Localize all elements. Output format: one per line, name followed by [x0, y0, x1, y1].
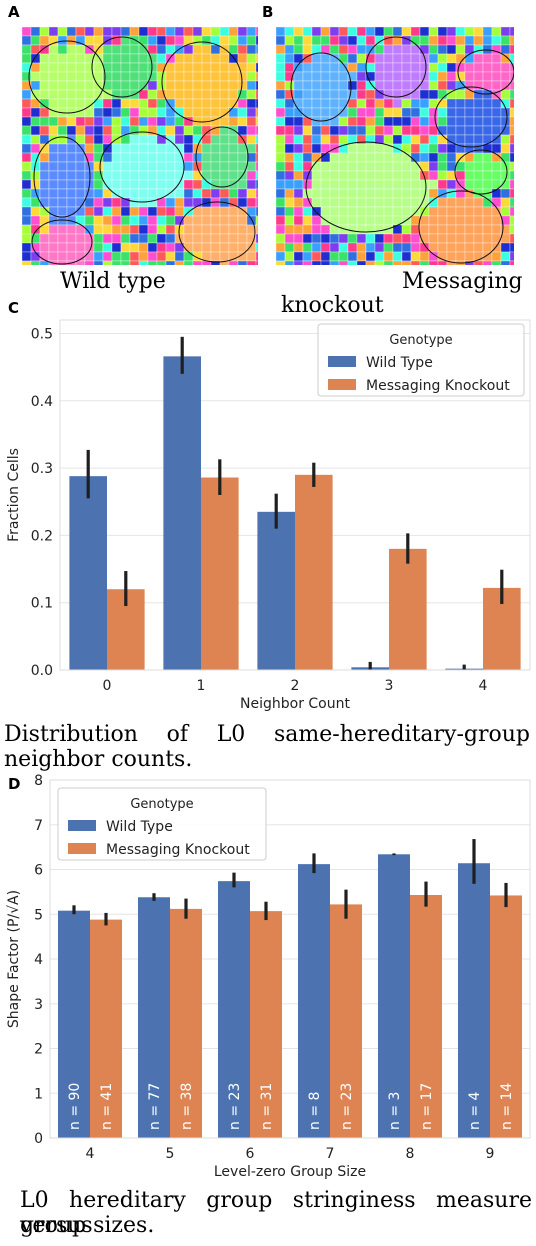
- legend-entry: Wild Type: [366, 355, 433, 371]
- bar-knockout-3: [389, 548, 427, 670]
- x-tick-label: 0: [103, 678, 112, 694]
- sample-size-label: n = 4: [467, 1091, 483, 1130]
- y-tick-label: 5: [34, 907, 43, 923]
- caption-knockout: knockout: [281, 293, 384, 318]
- sample-size-label: n = 3: [387, 1092, 403, 1130]
- x-axis-label: Neighbor Count: [240, 696, 350, 712]
- bar-wild-type-4: [58, 910, 90, 1138]
- x-tick-label: 4: [86, 1146, 95, 1162]
- x-tick-label: 3: [385, 678, 394, 694]
- sample-size-label: n = 23: [339, 1083, 355, 1130]
- y-tick-label: 4: [34, 952, 43, 968]
- legend-entry: Messaging Knockout: [106, 842, 250, 858]
- sample-size-label: n = 14: [499, 1083, 515, 1130]
- y-tick-label: 0.1: [31, 596, 53, 612]
- sample-size-label: n = 41: [99, 1083, 115, 1130]
- legend-swatch: [328, 356, 356, 367]
- shape-factor-bar-chart: 0 1 2 3 4 5 6 7 8 n = 90 n = 77 n = 23 n = 8 n = 3 n =…: [6, 774, 531, 1180]
- caption-c-line2: neighbor counts.: [4, 747, 193, 772]
- bar-wild-type-8: [378, 854, 410, 1138]
- caption-messaging: Messaging: [402, 269, 523, 294]
- legend-box: [57, 787, 267, 861]
- knockout-cell-mosaic-image: [276, 27, 514, 265]
- bar-wild-type-7: [298, 864, 330, 1138]
- x-tick-label: 1: [197, 678, 206, 694]
- bar-wild-type-2: [257, 511, 295, 670]
- sample-size-label: n = 31: [259, 1083, 275, 1130]
- bar-knockout-9: [490, 895, 522, 1138]
- legend-entry: Messaging Knockout: [366, 378, 510, 394]
- sample-size-label: n = 8: [307, 1092, 323, 1130]
- panel-label-a: A: [8, 3, 20, 21]
- y-axis-label: Shape Factor (P/√A): [6, 890, 22, 1028]
- y-tick-label: 8: [34, 774, 43, 789]
- x-tick-label: 5: [166, 1146, 175, 1162]
- wild-type-cell-mosaic-image: [22, 27, 258, 265]
- y-tick-label: 7: [34, 818, 43, 834]
- legend-swatch: [68, 820, 96, 831]
- caption-d-line1: L0 hereditary group stringiness measure …: [20, 1188, 532, 1238]
- x-tick-label: 8: [406, 1146, 415, 1162]
- sample-size-label: n = 38: [179, 1083, 195, 1130]
- x-axis-label: Level-zero Group Size: [214, 1164, 366, 1180]
- y-tick-label: 6: [34, 863, 43, 879]
- legend-entry: Wild Type: [106, 819, 173, 835]
- y-tick-label: 0.4: [31, 394, 53, 410]
- y-tick-label: 0.2: [31, 528, 53, 544]
- bar-knockout-7: [330, 904, 362, 1138]
- y-tick-label: 1: [34, 1086, 43, 1102]
- panel-label-c: C: [8, 299, 20, 317]
- bar-knockout-1: [201, 477, 239, 670]
- x-tick-label: 2: [291, 678, 300, 694]
- y-tick-label: 3: [34, 997, 43, 1013]
- bar-knockout-2: [295, 474, 333, 670]
- legend-box: [317, 323, 525, 397]
- y-tick-label: 2: [34, 1042, 43, 1058]
- x-tick-label: 6: [246, 1146, 255, 1162]
- bar-wild-type-0: [69, 476, 107, 670]
- bar-wild-type-5: [138, 897, 170, 1138]
- bar-knockout-8: [410, 895, 442, 1138]
- caption-wild-type: Wild type: [60, 269, 166, 294]
- y-tick-label: 0.3: [31, 461, 53, 477]
- bar-wild-type-9: [458, 863, 490, 1138]
- sample-size-label: n = 23: [227, 1083, 243, 1130]
- bar-knockout-6: [250, 911, 282, 1138]
- y-tick-label: 0.0: [31, 663, 53, 679]
- bar-knockout-4: [90, 919, 122, 1138]
- x-tick-label: 9: [486, 1146, 495, 1162]
- y-tick-label: 0: [34, 1131, 43, 1147]
- legend-title: Genotype: [130, 797, 193, 812]
- y-axis-label: Fraction Cells: [6, 448, 22, 542]
- legend-title: Genotype: [389, 333, 452, 348]
- panel-label-b: B: [262, 3, 274, 21]
- panel-label-d: D: [8, 775, 21, 793]
- caption-d-line2: group sizes.: [20, 1213, 155, 1238]
- sample-size-label: n = 77: [147, 1083, 163, 1130]
- bar-wild-type-6: [218, 881, 250, 1138]
- y-tick-label: 0.5: [31, 326, 53, 342]
- legend-swatch: [68, 843, 96, 854]
- caption-c-line1: Distribution of L0 same-hereditary-group: [4, 722, 530, 747]
- sample-size-label: n = 90: [67, 1083, 83, 1130]
- bar-knockout-5: [170, 908, 202, 1138]
- x-tick-label: 7: [326, 1146, 335, 1162]
- sample-size-label: n = 17: [419, 1083, 435, 1130]
- bar-wild-type-1: [163, 356, 201, 670]
- x-tick-label: 4: [479, 678, 488, 694]
- neighbor-count-bar-chart: 0.0 0.1 0.2 0.3 0.4 0.5 0 1 2 3 4 Neighbor Count Fra…: [6, 319, 531, 712]
- legend-swatch: [328, 379, 356, 390]
